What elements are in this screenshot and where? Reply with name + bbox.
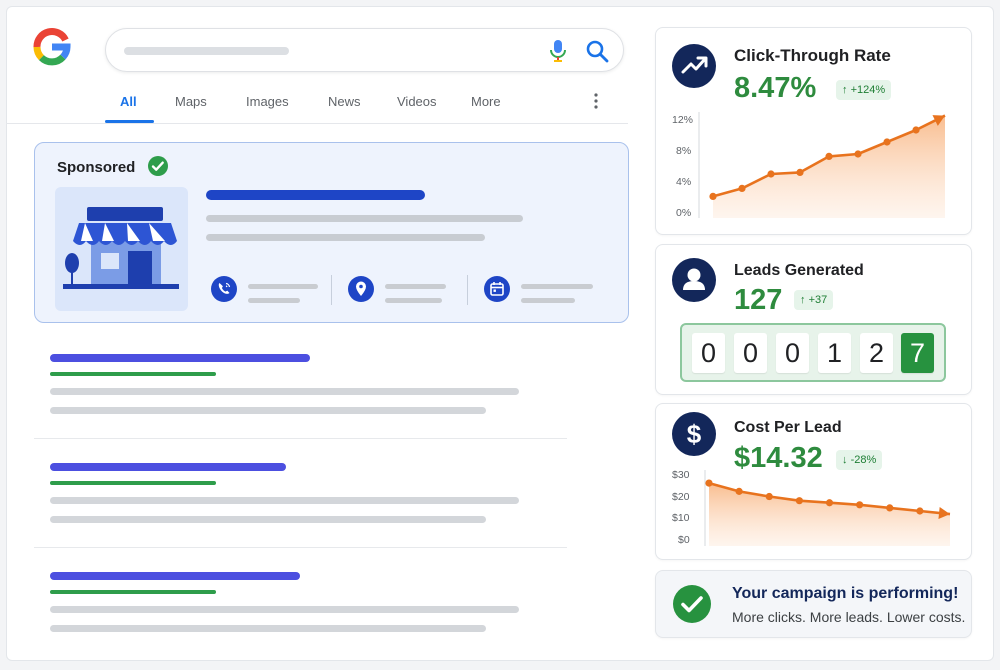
counter-digit: 0 — [692, 333, 725, 373]
data-point — [795, 497, 803, 505]
campaign-subtitle: More clicks. More leads. Lower costs. — [732, 609, 966, 625]
action-divider — [331, 275, 332, 305]
leads-change-badge: ↑ +37 — [794, 290, 834, 310]
counter-digit: 2 — [860, 333, 893, 373]
data-point — [883, 138, 891, 146]
search-result[interactable] — [34, 461, 567, 561]
storefront-icon — [63, 207, 179, 289]
leads-value: 127 — [734, 284, 783, 316]
location-pin-icon — [348, 276, 374, 302]
search-result[interactable] — [34, 570, 567, 670]
ctr-value: 8.47% — [734, 72, 817, 104]
leads-title: Leads Generated — [734, 262, 864, 279]
result-divider — [34, 547, 567, 548]
svg-text:$: $ — [687, 419, 702, 449]
cpl-ytick: $20 — [672, 491, 690, 503]
ctr-title: Click-Through Rate — [734, 46, 891, 65]
ctr-line-chart — [698, 112, 946, 218]
tab-news[interactable]: News — [328, 94, 361, 109]
ad-booking-action[interactable] — [483, 273, 603, 309]
cpl-change-badge: ↓ -28% — [836, 450, 883, 470]
cpl-ytick: $30 — [672, 469, 690, 481]
search-input[interactable] — [105, 28, 624, 72]
tab-videos[interactable]: Videos — [397, 94, 437, 109]
cpl-title: Cost Per Lead — [734, 419, 842, 436]
counter-digit: 0 — [734, 333, 767, 373]
cpl-card: $ Cost Per Lead $14.32 ↓ -28% $30 $20 $1… — [655, 403, 972, 560]
ad-directions-action[interactable] — [347, 273, 462, 309]
result-divider — [34, 438, 567, 439]
calendar-icon — [484, 276, 510, 302]
ctr-change-text: +124% — [850, 84, 886, 96]
sponsored-label: Sponsored — [57, 159, 136, 176]
counter-digit: 1 — [818, 333, 851, 373]
data-point — [854, 150, 862, 158]
area-fill — [713, 115, 945, 218]
counter-digit-latest: 7 — [901, 333, 934, 373]
search-result[interactable] — [34, 352, 567, 452]
ctr-icon-badge — [672, 44, 716, 88]
leads-card: Leads Generated 127 ↑ +37 0 0 0 1 2 7 — [655, 244, 972, 395]
ctr-ytick: 12% — [672, 114, 694, 126]
more-vert-icon[interactable] — [591, 92, 601, 110]
data-point — [705, 479, 713, 487]
storefront-image — [55, 187, 188, 311]
ad-description-line — [206, 215, 523, 222]
data-point — [767, 170, 775, 178]
tab-all[interactable]: All — [120, 94, 137, 109]
tab-images[interactable]: Images — [246, 94, 289, 109]
campaign-status-card: Your campaign is performing! More clicks… — [655, 570, 972, 638]
check-circle-icon — [673, 585, 711, 623]
data-point — [916, 507, 924, 515]
active-tab-indicator — [105, 120, 154, 123]
data-point — [765, 492, 773, 501]
tab-more[interactable]: More — [471, 94, 501, 109]
action-divider — [467, 275, 468, 305]
sponsored-ad-card[interactable]: Sponsored — [34, 142, 629, 323]
data-point — [825, 499, 834, 507]
data-point — [796, 168, 804, 176]
cpl-change-text: -28% — [850, 454, 877, 466]
mic-icon[interactable] — [548, 39, 568, 63]
cpl-line-chart — [704, 470, 951, 546]
data-point — [886, 504, 894, 512]
data-point — [709, 192, 717, 200]
dollar-icon: $ — [687, 419, 702, 449]
leads-counter: 0 0 0 1 2 7 — [680, 323, 946, 382]
ad-title-line[interactable] — [206, 190, 425, 200]
check-circle-icon — [148, 156, 168, 176]
ad-description-line — [206, 234, 485, 241]
cpl-icon-badge: $ — [672, 412, 716, 456]
ctr-card: Click-Through Rate 8.47% ↑ +124% 12% 8% … — [655, 27, 972, 235]
trend-arrowhead — [932, 115, 945, 126]
data-point — [856, 501, 864, 509]
cpl-ytick: $0 — [678, 534, 690, 546]
phone-icon — [211, 276, 237, 302]
ctr-ytick: 4% — [676, 176, 692, 188]
tab-maps[interactable]: Maps — [175, 94, 207, 109]
data-point — [738, 184, 746, 192]
cpl-ytick: $10 — [672, 512, 690, 524]
google-logo[interactable] — [32, 27, 72, 67]
tabs-divider — [6, 123, 628, 124]
search-icon[interactable] — [584, 38, 610, 64]
counter-digit: 0 — [776, 333, 809, 373]
ctr-ytick: 8% — [676, 145, 692, 157]
data-point — [912, 126, 920, 134]
trending-up-icon — [681, 56, 708, 74]
trend-arrowhead — [938, 507, 950, 519]
campaign-title: Your campaign is performing! — [732, 585, 959, 602]
search-tabs: All Maps Images News Videos More — [105, 86, 625, 124]
search-placeholder-bar — [124, 47, 289, 55]
data-point — [825, 152, 833, 160]
ad-call-action[interactable] — [210, 273, 325, 309]
ctr-ytick: 0% — [676, 207, 692, 219]
leads-icon-badge — [672, 258, 716, 302]
cpl-value: $14.32 — [734, 442, 823, 474]
leads-change-text: +37 — [808, 294, 828, 306]
data-point — [735, 487, 743, 495]
person-icon — [683, 268, 705, 290]
ctr-change-badge: ↑ +124% — [836, 80, 892, 100]
